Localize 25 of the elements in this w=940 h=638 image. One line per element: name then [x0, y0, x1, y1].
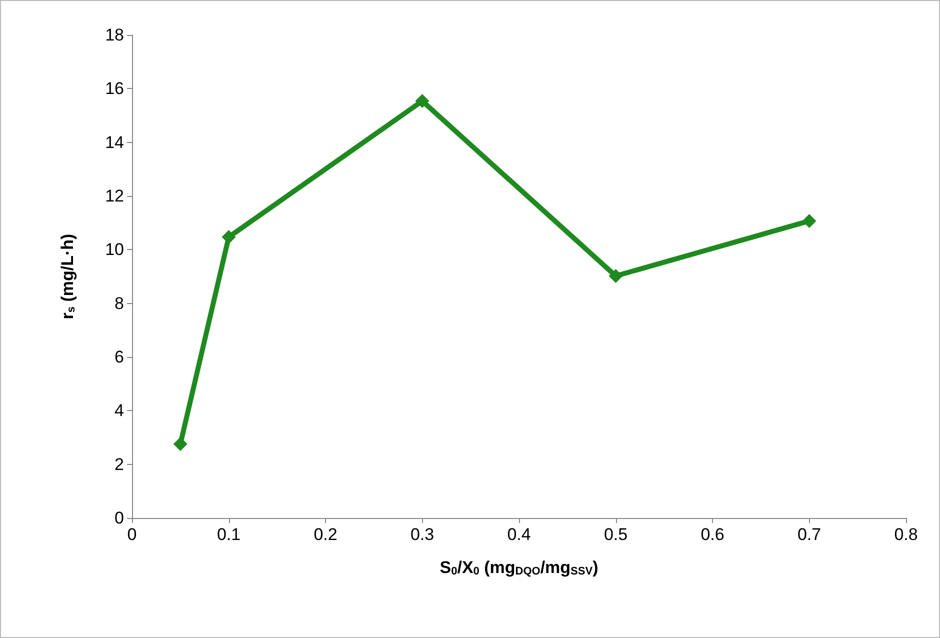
y-tick-label: 6	[114, 348, 124, 366]
y-tick-label: 4	[114, 401, 124, 420]
y-tick-label: 0	[114, 508, 124, 528]
x-tick-label: 0	[127, 525, 137, 544]
x-tick-label: 0.5	[604, 525, 628, 544]
y-tick-label: 12	[105, 186, 124, 206]
x-tick-label: 0.2	[314, 525, 338, 544]
point	[608, 268, 623, 283]
y-tick-label: 18	[105, 26, 124, 44]
x-tick-label: 0.3	[410, 525, 434, 544]
x-tick-label: 0.7	[797, 525, 822, 544]
point	[415, 94, 430, 108]
y-tick-label: 16	[105, 79, 124, 98]
y-tick-label: 2	[114, 454, 124, 474]
x-tick-label: 0.8	[894, 525, 918, 544]
x-tick-label: 0.6	[700, 525, 724, 544]
x-tick-label: 0.4	[507, 525, 531, 544]
point	[222, 230, 236, 244]
y-tick-label: 10	[105, 240, 124, 260]
point	[173, 436, 188, 451]
y-axis-title: rs (mg/L·h)	[58, 234, 78, 320]
x-tick-label: 0.1	[216, 525, 241, 544]
y-tick-label: 8	[114, 294, 124, 313]
point	[802, 214, 816, 228]
y-tick-label: 14	[105, 132, 124, 152]
